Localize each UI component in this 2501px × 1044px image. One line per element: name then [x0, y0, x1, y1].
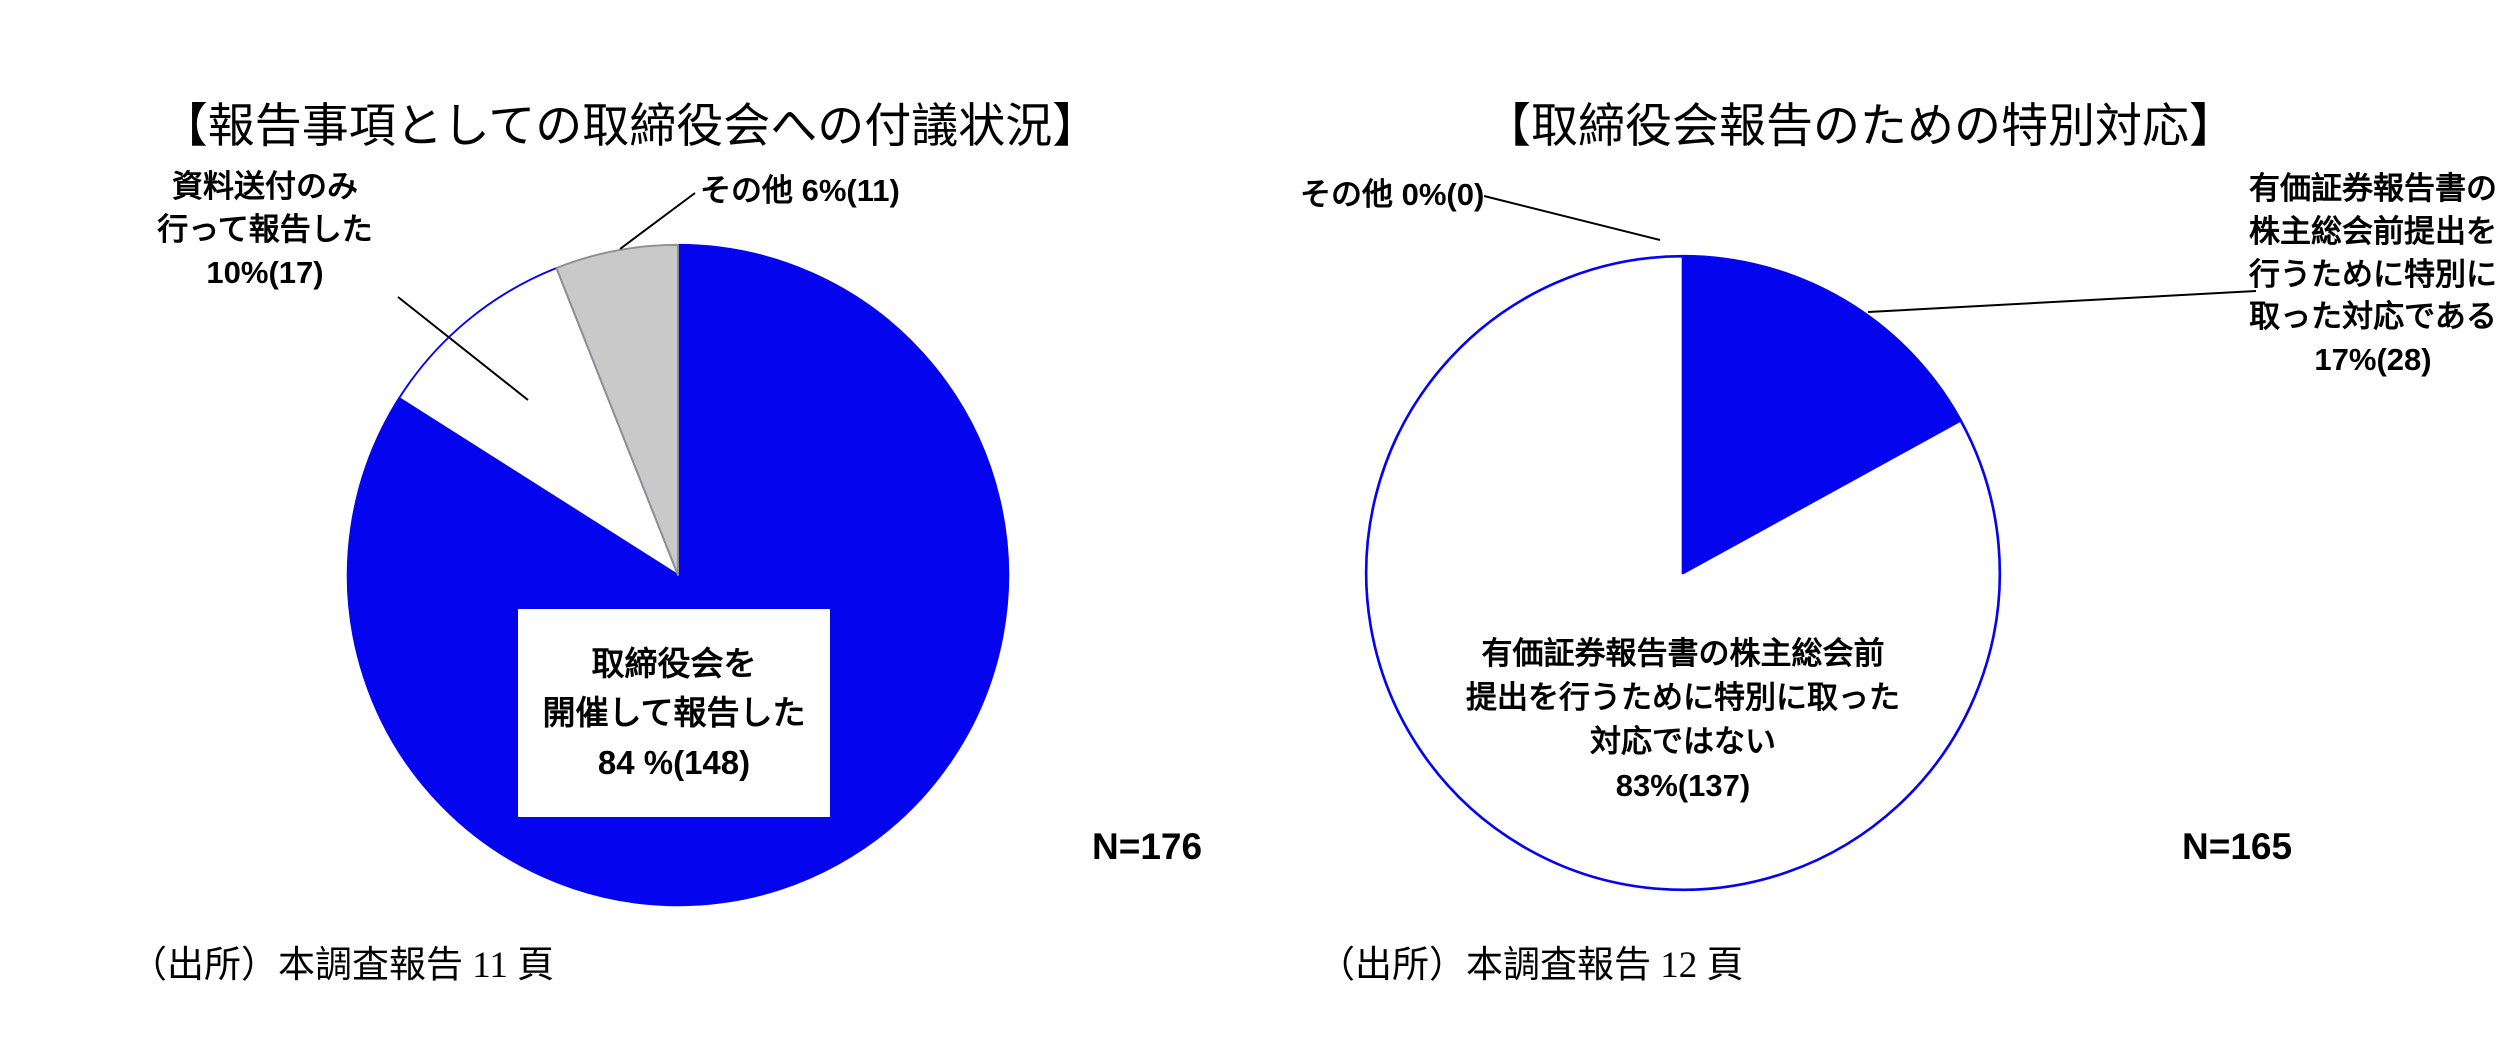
callout-label-shiryo-sofu: 資料送付のみ 行って報告した 10%(17)	[157, 169, 373, 290]
pie-chart-right	[1364, 254, 2002, 892]
chart-left-title: 【報告事項としての取締役会への付議状況】	[160, 101, 1100, 153]
n-label-right: N=165	[2182, 826, 2293, 867]
n-label-left: N=176	[1092, 826, 1203, 867]
source-note-right: （出所）本調査報告 12 頁	[1318, 945, 1744, 986]
chart-right-title: 【取締役会報告のための特別対応】	[1484, 101, 2236, 153]
callout-label-special-measure: 有価証券報告書の 株主総会前提出を 行うために特別に 取った対応である 17%(…	[2249, 171, 2497, 378]
source-note-left: （出所）本調査報告 11 頁	[130, 945, 555, 986]
pie-slice	[1364, 254, 2002, 892]
pie-slice	[1681, 254, 1962, 575]
callout-label-sonota-right: その他 0%(0)	[1300, 177, 1485, 212]
main-slice-label-box: 取締役会を 開催して報告した 84 %(148)	[518, 609, 830, 817]
callout-label-sonota-left: その他 6%(11)	[700, 173, 900, 208]
inner-slice-label-right: 有価証券報告書の株主総会前 提出を行うために特別に取った 対応ではない 83%(…	[1466, 636, 1900, 804]
